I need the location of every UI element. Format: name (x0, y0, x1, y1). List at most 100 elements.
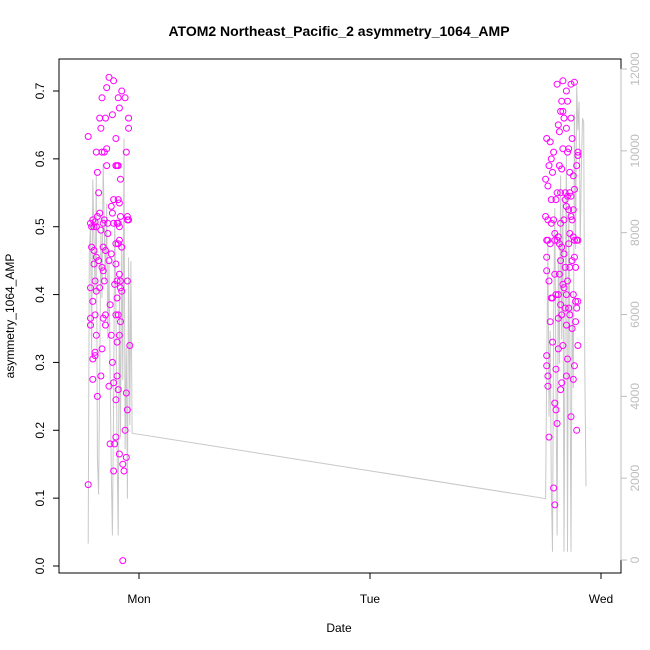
data-point (110, 467, 118, 475)
data-point (564, 97, 571, 105)
data-point (570, 236, 578, 244)
data-point (125, 124, 133, 132)
data-point (123, 406, 131, 414)
data-point (572, 263, 580, 271)
data-point (102, 311, 109, 319)
data-point (87, 314, 94, 322)
data-point (543, 253, 551, 261)
data-point (543, 362, 551, 370)
data-point (554, 121, 562, 129)
data-point (551, 270, 559, 278)
data-point (546, 240, 554, 248)
data-point (108, 209, 116, 217)
data-point (104, 230, 112, 237)
data-point (558, 165, 566, 173)
data-point (99, 219, 107, 227)
data-point (99, 267, 107, 275)
data-point (574, 148, 582, 156)
data-point (543, 135, 551, 142)
data-point (546, 138, 554, 146)
data-point (557, 301, 565, 309)
data-point (98, 148, 106, 156)
y-axis-left: 0.0 0.1 0.2 0.3 0.4 0.5 0.6 0.7 (33, 82, 60, 574)
data-point (115, 270, 123, 278)
data-point (102, 247, 109, 254)
data-point (113, 338, 121, 346)
data-point (108, 111, 116, 119)
data-point (84, 481, 92, 489)
x-tick-label: Wed (589, 592, 613, 606)
data-point (559, 107, 567, 115)
data-point (562, 291, 570, 299)
data-point (118, 287, 126, 295)
data-point (92, 331, 100, 339)
data-point (550, 148, 558, 156)
data-point (117, 277, 124, 285)
data-point (542, 175, 550, 183)
data-point (110, 379, 118, 387)
data-point (567, 213, 575, 220)
data-point (92, 223, 100, 231)
y-tick-label: 0.0 (33, 557, 47, 574)
y-tick-label: 0.5 (33, 218, 47, 235)
data-point (106, 440, 114, 448)
data-point (91, 348, 99, 356)
data-point (544, 182, 552, 190)
data-point (112, 396, 120, 404)
y-tick-label: 0.3 (33, 354, 47, 371)
data-point (103, 145, 111, 153)
data-point (91, 277, 99, 285)
data-point (112, 311, 120, 319)
data-point (115, 199, 123, 207)
data-point (554, 345, 562, 353)
data-point (98, 94, 106, 102)
data-point (90, 223, 98, 231)
plot-frame (58, 58, 622, 574)
x-axis-label: Date (326, 621, 352, 635)
data-point (91, 352, 99, 360)
data-point (566, 168, 574, 176)
data-point (110, 77, 118, 85)
data-point (108, 358, 116, 366)
data-point (98, 345, 106, 353)
y-axis-label: asymmetry_1064_AMP (3, 254, 17, 379)
data-point (574, 152, 582, 159)
data-point (118, 87, 126, 95)
data-point (564, 277, 571, 285)
data-point (117, 175, 124, 183)
data-point (557, 257, 565, 265)
data-point (115, 223, 123, 231)
y-axis-right: 0 2000 4000 6000 8000 10000 12000 (620, 52, 642, 563)
data-point (545, 162, 553, 170)
data-point (112, 135, 120, 142)
data-point (112, 260, 120, 268)
data-point (547, 155, 555, 163)
data-point (572, 318, 580, 326)
data-point (568, 216, 576, 224)
data-point (554, 291, 562, 299)
data-point (559, 342, 567, 349)
line-series (87, 85, 587, 552)
data-point (557, 386, 565, 394)
data-point (95, 189, 103, 197)
data-point (560, 114, 568, 122)
data-point (84, 133, 92, 140)
data-point (573, 304, 581, 312)
data-point (97, 226, 105, 234)
data-point (102, 321, 109, 329)
data-point (115, 331, 123, 339)
data-point (562, 124, 570, 132)
data-point (119, 460, 127, 468)
data-point (558, 311, 566, 319)
series-line (87, 85, 587, 552)
data-point (110, 196, 118, 204)
data-point (543, 267, 551, 275)
data-point (112, 433, 120, 441)
data-point (573, 426, 581, 434)
data-point (110, 219, 118, 227)
data-point (115, 104, 123, 112)
data-point (570, 362, 578, 370)
data-point (544, 382, 552, 390)
data-point (560, 216, 568, 224)
data-point (92, 148, 100, 156)
